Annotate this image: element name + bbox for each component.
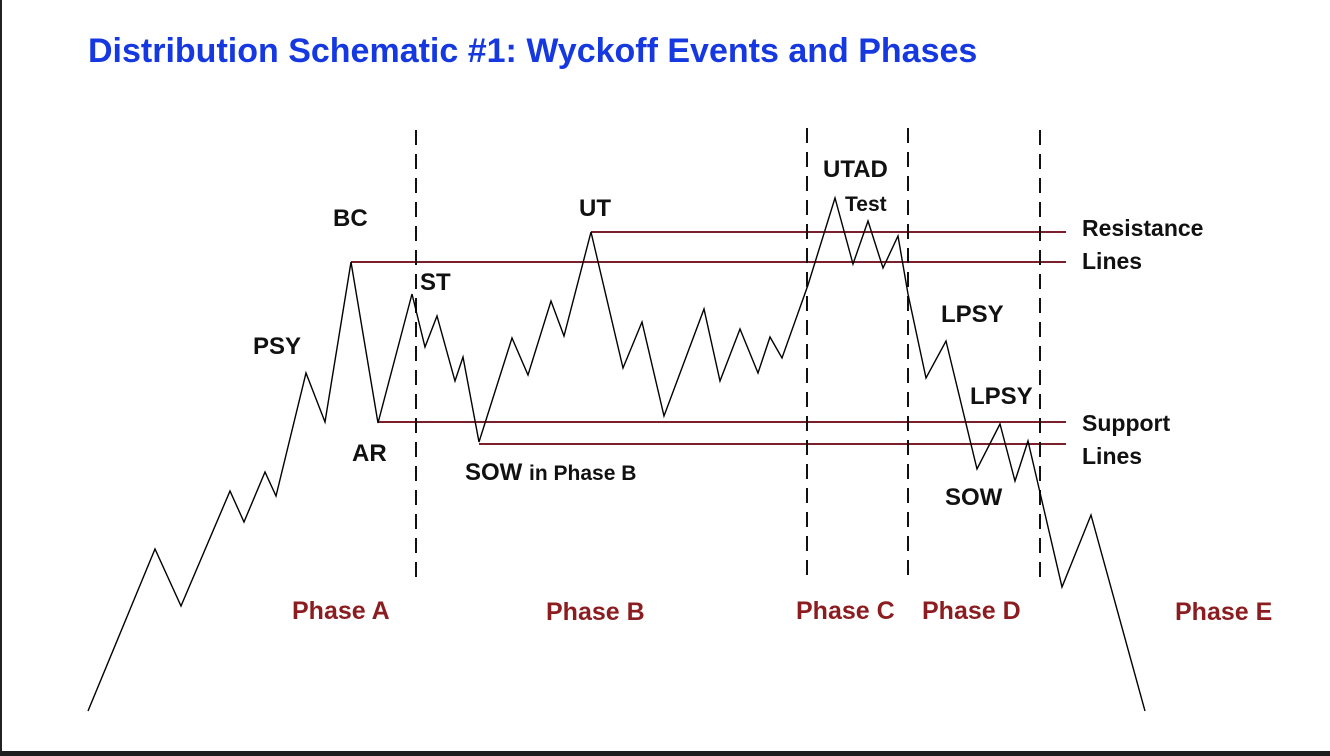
event-label-utad: UTAD xyxy=(823,156,888,183)
support-label-line2: Lines xyxy=(1082,443,1143,469)
phase-label-d: Phase D xyxy=(922,597,1021,625)
phase-label-b: Phase B xyxy=(546,598,645,626)
price-path xyxy=(87,195,1146,712)
event-label-sow-b: SOW xyxy=(465,459,523,486)
resistance-label-line2: Lines xyxy=(1082,248,1143,274)
event-label-lpsy-2: LPSY xyxy=(970,383,1033,410)
event-label-bc: BC xyxy=(333,205,368,232)
phase-label-a: Phase A xyxy=(292,597,390,625)
event-label-psy: PSY xyxy=(253,333,302,360)
frame-border-bottom xyxy=(0,751,1330,756)
event-label-st: ST xyxy=(420,269,451,296)
event-label-ut: UT xyxy=(579,195,611,222)
event-label-test: Test xyxy=(845,193,887,216)
support-lines-label: Support Lines xyxy=(1082,407,1170,473)
resistance-lines-label: Resistance Lines xyxy=(1082,212,1203,278)
resistance-label-line1: Resistance xyxy=(1082,215,1204,241)
phase-label-c: Phase C xyxy=(796,597,895,625)
phase-label-e: Phase E xyxy=(1175,598,1273,626)
support-label-line1: Support xyxy=(1082,410,1171,436)
event-label-lpsy-1: LPSY xyxy=(941,301,1004,328)
event-label-ar: AR xyxy=(352,440,387,467)
frame-border-left xyxy=(0,0,2,756)
event-label-sow-phase-b: SOW in Phase B xyxy=(465,459,636,487)
event-label-sow: SOW xyxy=(945,484,1003,511)
diagram-title: Distribution Schematic #1: Wyckoff Event… xyxy=(88,32,978,70)
phase-dividers xyxy=(415,128,1041,578)
event-label-sow-b-suffix: in Phase B xyxy=(529,462,637,485)
range-lines xyxy=(351,231,1066,445)
